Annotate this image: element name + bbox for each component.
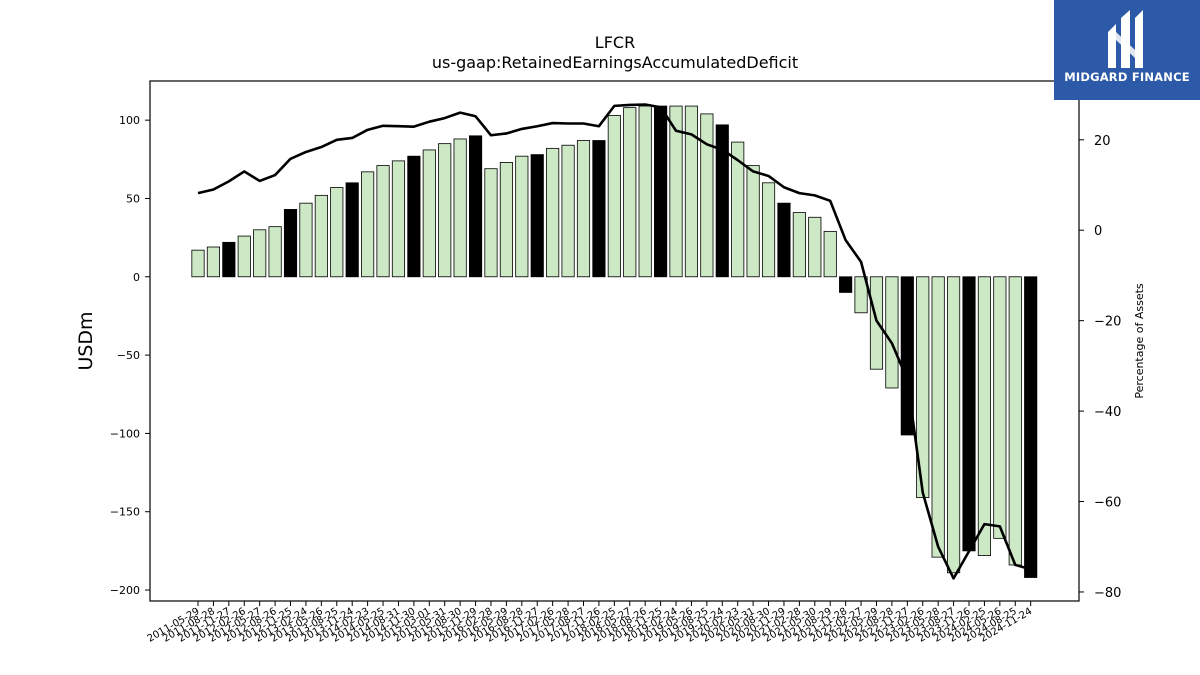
line-group [197, 103, 1032, 580]
bar-2013-02-24 [299, 202, 313, 278]
bar-2012-11-25 [283, 209, 298, 278]
bar-2015-11-29 [468, 135, 483, 278]
bar-2016-11-27 [530, 154, 544, 278]
bar-2023-05-28 [931, 276, 945, 558]
bar-2014-05-25 [376, 165, 390, 278]
bar-2023-02-26 [916, 276, 930, 499]
midgard-m-icon [1108, 10, 1143, 68]
chart-subtitle: us-gaap:RetainedEarningsAccumulatedDefic… [432, 53, 798, 72]
chart-title: LFCR [595, 33, 635, 52]
x-axis: 2011-05-292011-08-282011-11-272012-02-26… [146, 601, 1034, 645]
bar-2017-02-26 [546, 147, 560, 278]
right-tick-label: −80 [1094, 586, 1121, 601]
bar-2012-08-26 [268, 226, 282, 278]
bar-2013-11-24 [345, 182, 359, 278]
left-tick-label: −100 [110, 427, 140, 440]
bar-2014-02-23 [361, 171, 375, 278]
bar-2016-08-28 [515, 155, 529, 278]
bar-2024-02-25 [977, 276, 991, 556]
right-tick-label: 0 [1094, 224, 1102, 239]
left-tick-label: 0 [133, 271, 140, 284]
bar-2020-05-31 [746, 165, 760, 278]
right-tick-label: 20 [1094, 134, 1111, 149]
left-axis: 100 50 0 −50 −100 −150 −200 [110, 114, 150, 597]
bar-2022-08-28 [885, 276, 899, 389]
left-tick-label: −50 [117, 349, 140, 362]
bar-group [191, 105, 1038, 578]
bar-2018-11-25 [654, 105, 668, 278]
bar-2024-05-26 [993, 276, 1007, 539]
bar-2023-08-27 [947, 276, 961, 574]
bar-2011-11-27 [222, 241, 236, 278]
y-axis-label: USDm [75, 311, 97, 370]
left-tick-label: −200 [110, 584, 140, 597]
right-tick-label: −20 [1094, 315, 1121, 330]
bar-2024-08-25 [1008, 276, 1022, 566]
logo-text: MIDGARD FINANCE [1064, 70, 1190, 84]
right-tick-label: −40 [1094, 405, 1121, 420]
bar-2023-11-26 [962, 276, 976, 552]
brand-logo: MIDGARD FINANCE [1054, 0, 1200, 100]
bar-2019-08-25 [700, 113, 714, 278]
bar-2022-02-27 [854, 276, 868, 314]
bar-2017-05-28 [561, 144, 575, 278]
left-tick-label: 50 [126, 192, 140, 205]
y2-axis-label: Percentage of Assets [1133, 283, 1146, 399]
bar-2021-05-30 [808, 216, 822, 278]
bar-2020-08-30 [761, 182, 776, 278]
bar-2011-05-29 [191, 249, 205, 278]
bar-2013-08-25 [330, 187, 344, 278]
bar-2015-03-01 [422, 149, 436, 278]
left-tick-label: 100 [119, 114, 140, 127]
bar-2013-05-26 [314, 194, 328, 278]
right-tick-label: −60 [1094, 496, 1121, 511]
bar-2020-11-29 [777, 202, 791, 278]
bar-2016-02-28 [484, 168, 498, 278]
bar-2014-11-30 [407, 155, 421, 278]
bar-2019-11-24 [715, 124, 729, 278]
bar-2011-08-28 [206, 246, 220, 278]
bar-2021-02-28 [792, 212, 806, 278]
bar-2018-02-25 [607, 115, 621, 278]
bar-2012-05-27 [253, 229, 267, 278]
bar-2017-08-27 [576, 140, 591, 278]
bar-2020-02-23 [731, 141, 745, 278]
bar-2018-05-27 [623, 107, 637, 278]
bar-2016-05-29 [499, 162, 513, 278]
bar-2024-11-24 [1024, 276, 1038, 578]
bar-2015-08-30 [453, 138, 467, 278]
bar-2019-05-26 [684, 105, 699, 278]
bar-2014-08-31 [391, 160, 406, 278]
bar-2012-02-26 [237, 235, 251, 278]
bar-2022-05-29 [869, 276, 884, 370]
bar-2018-08-26 [638, 105, 652, 278]
bar-2021-08-29 [823, 230, 837, 278]
bar-2017-11-26 [592, 140, 606, 278]
asset-percentage-line [197, 103, 1032, 580]
left-tick-label: −150 [110, 506, 140, 519]
bar-2019-02-24 [669, 105, 683, 278]
bar-2015-05-31 [438, 143, 452, 278]
bar-2021-11-28 [839, 276, 853, 293]
right-axis: 20 0 −20 −40 −60 −80 [1079, 134, 1121, 601]
